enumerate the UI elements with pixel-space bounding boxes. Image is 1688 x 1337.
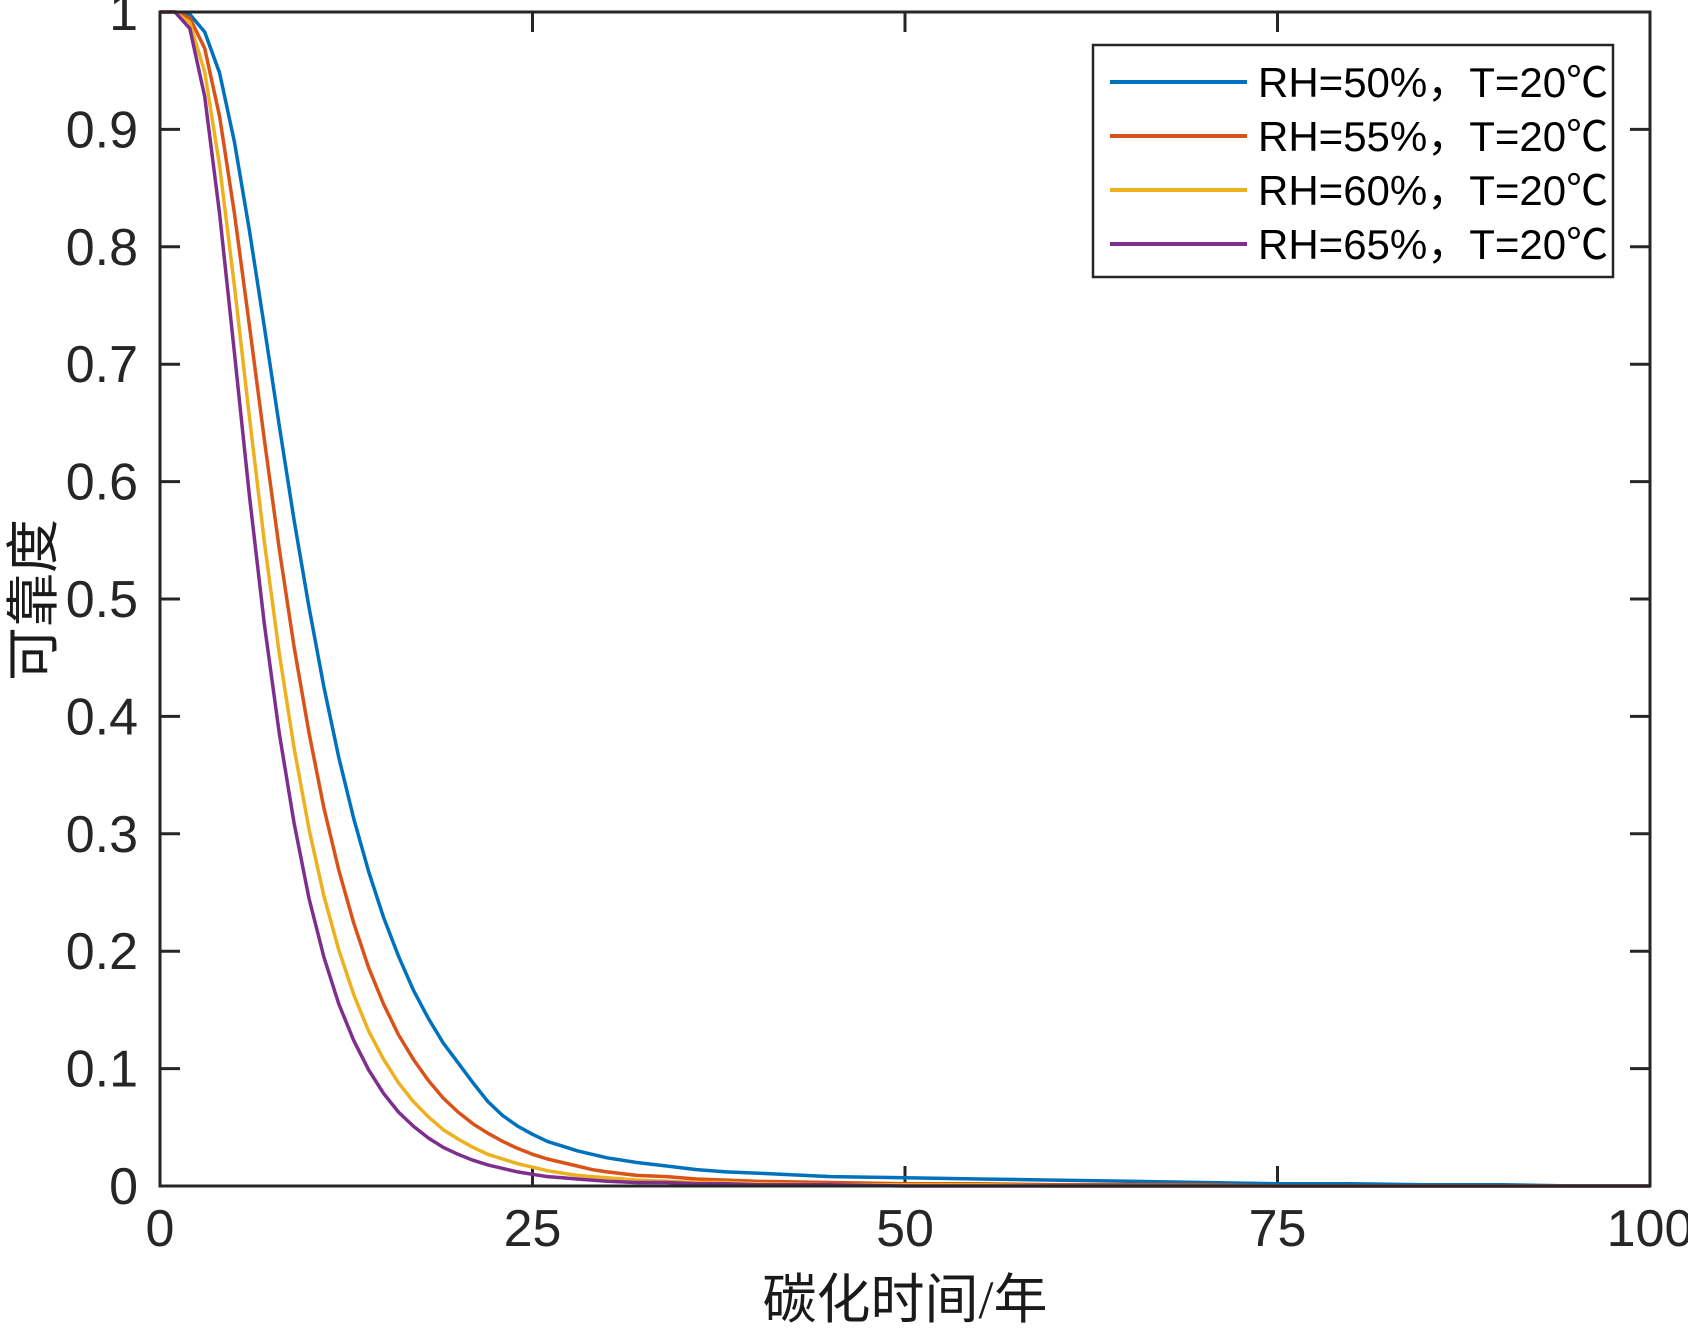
y-tick-label: 0.4 (66, 688, 138, 746)
x-tick-label: 100 (1607, 1200, 1688, 1258)
y-tick-label: 0.8 (66, 219, 138, 277)
y-tick-label: 0.5 (66, 571, 138, 629)
legend: RH=50%，T=20℃ RH=55%，T=20℃ RH=60%，T=20℃ R… (1091, 43, 1615, 279)
y-tick-label: 1 (109, 0, 138, 42)
legend-label-rh65: RH=65%，T=20℃ (1258, 221, 1608, 268)
legend-row: RH=55%，T=20℃ (1110, 113, 1608, 160)
legend-row: RH=65%，T=20℃ (1110, 221, 1608, 268)
x-tick-label: 0 (146, 1200, 175, 1258)
y-axis-title: 可靠度 (4, 519, 64, 681)
y-tick-label: 0.1 (66, 1041, 138, 1099)
plot-border (158, 10, 1652, 1188)
legend-row: RH=50%，T=20℃ (1110, 59, 1608, 106)
legend-row: RH=60%，T=20℃ (1110, 167, 1608, 214)
x-tick-label: 50 (876, 1200, 934, 1258)
y-tick-label: 0.9 (66, 101, 138, 159)
y-tick-label: 0 (109, 1158, 138, 1216)
x-tick-label: 25 (504, 1200, 562, 1258)
axis-tick-labels: 0 25 50 75 100 0 0.1 0.2 0.3 0.4 0.5 0.6 0.7 0.8 0.9 1 (66, 0, 1688, 1258)
y-tick-label: 0.6 (66, 454, 138, 512)
legend-label-rh50: RH=50%，T=20℃ (1258, 59, 1608, 106)
y-tick-label: 0.3 (66, 806, 138, 864)
y-tick-label: 0.7 (66, 336, 138, 394)
y-tick-label: 0.2 (66, 923, 138, 981)
legend-label-rh60: RH=60%，T=20℃ (1258, 167, 1608, 214)
x-tick-label: 75 (1249, 1200, 1307, 1258)
x-axis-title: 碳化时间/年 (762, 1270, 1047, 1330)
legend-label-rh55: RH=55%，T=20℃ (1258, 113, 1608, 160)
series-line-0 (160, 10, 1650, 1188)
